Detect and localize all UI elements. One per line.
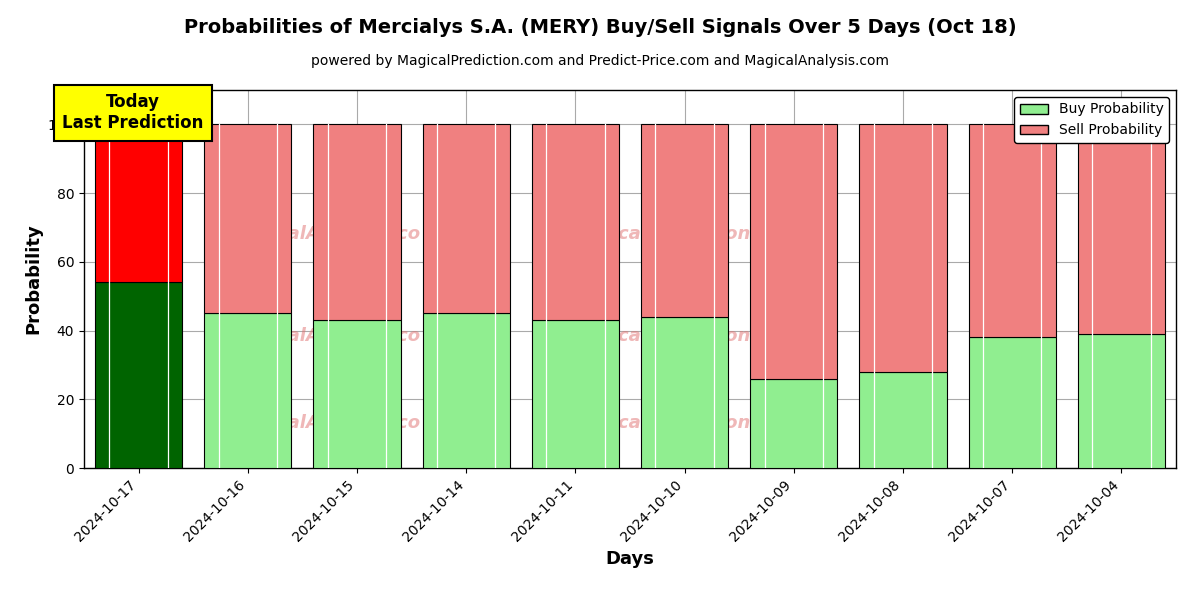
Bar bbox=[859, 372, 947, 468]
Bar bbox=[968, 337, 1056, 468]
Bar bbox=[204, 124, 292, 313]
Text: Today
Last Prediction: Today Last Prediction bbox=[62, 94, 204, 132]
Text: MagicalPrediction.com: MagicalPrediction.com bbox=[570, 413, 799, 431]
Text: MagicalPrediction.com: MagicalPrediction.com bbox=[570, 326, 799, 344]
Bar bbox=[422, 124, 510, 313]
X-axis label: Days: Days bbox=[606, 550, 654, 568]
Legend: Buy Probability, Sell Probability: Buy Probability, Sell Probability bbox=[1014, 97, 1169, 143]
Bar bbox=[422, 313, 510, 468]
Text: MagicalAnalysis.co: MagicalAnalysis.co bbox=[228, 326, 420, 344]
Bar bbox=[750, 124, 838, 379]
Bar bbox=[313, 320, 401, 468]
Bar bbox=[1078, 334, 1165, 468]
Bar bbox=[313, 124, 401, 320]
Bar bbox=[95, 124, 182, 283]
Bar bbox=[1078, 124, 1165, 334]
Bar bbox=[532, 124, 619, 320]
Text: MagicalPrediction.com: MagicalPrediction.com bbox=[570, 224, 799, 242]
Bar bbox=[968, 124, 1056, 337]
Bar bbox=[532, 320, 619, 468]
Bar bbox=[641, 317, 728, 468]
Text: MagicalAnalysis.co: MagicalAnalysis.co bbox=[228, 413, 420, 431]
Y-axis label: Probability: Probability bbox=[24, 224, 42, 334]
Text: Probabilities of Mercialys S.A. (MERY) Buy/Sell Signals Over 5 Days (Oct 18): Probabilities of Mercialys S.A. (MERY) B… bbox=[184, 18, 1016, 37]
Bar bbox=[95, 283, 182, 468]
Bar bbox=[204, 313, 292, 468]
Text: powered by MagicalPrediction.com and Predict-Price.com and MagicalAnalysis.com: powered by MagicalPrediction.com and Pre… bbox=[311, 54, 889, 68]
Text: MagicalAnalysis.co: MagicalAnalysis.co bbox=[228, 224, 420, 242]
Bar bbox=[750, 379, 838, 468]
Bar bbox=[859, 124, 947, 372]
Bar bbox=[641, 124, 728, 317]
